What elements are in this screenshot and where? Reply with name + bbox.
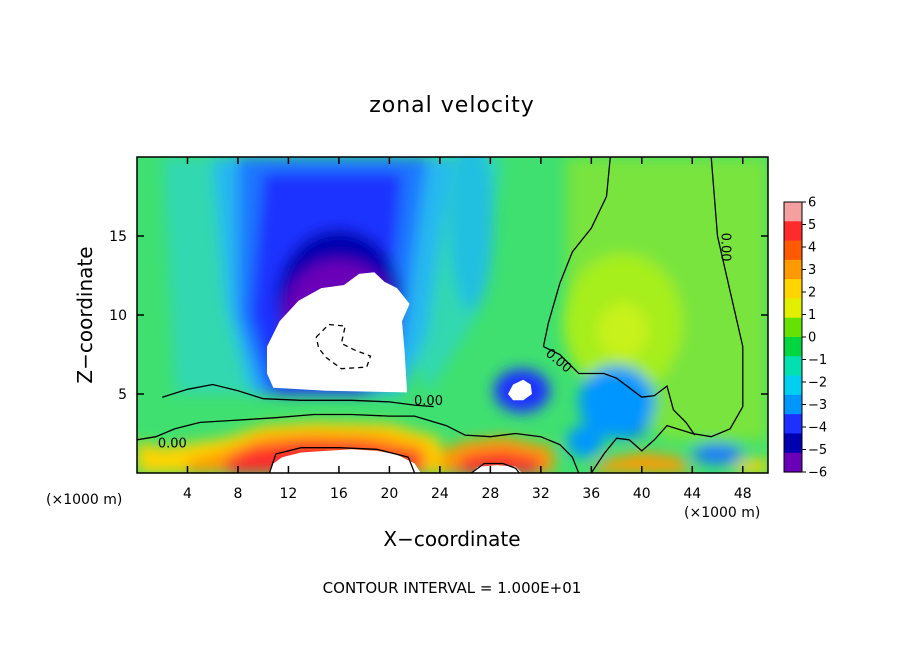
colorbar-tick-label: 6 — [808, 196, 816, 211]
colorbar-swatch — [784, 240, 802, 261]
x-tick-label: 32 — [532, 486, 550, 502]
contour-zero-mid — [543, 346, 696, 436]
field-pos-band-3 — [591, 452, 693, 473]
contour-label: 0.00 — [414, 394, 443, 409]
contour-interval-note: CONTOUR INTERVAL = 1.000E+01 — [323, 579, 582, 597]
colorbar-tick-label: −6 — [808, 466, 827, 481]
y-tick-label: 15 — [109, 229, 127, 245]
colorbar: 6 5 4 3 2 1 0 −1 −2 −3 −4 −5 −6 — [783, 196, 827, 481]
x-tick-label: 8 — [233, 486, 242, 502]
x-tick-label: 4 — [183, 486, 192, 502]
field-neg-blob-36 — [567, 425, 604, 458]
x-units-right: (×1000 m) — [684, 505, 760, 521]
colorbar-tick-label: 3 — [808, 263, 816, 278]
contour-zero-upper — [162, 383, 434, 408]
colorbar-swatch — [784, 259, 802, 280]
contour-zero-upper-left — [542, 157, 611, 347]
colorbar-swatch — [784, 375, 802, 396]
colorbar-swatch — [784, 356, 802, 377]
x-tick-label: 44 — [683, 486, 701, 502]
colorbar-swatch — [784, 317, 802, 338]
colorbar-tick-label: −4 — [808, 421, 827, 436]
field-neg-saturated-30 — [508, 379, 532, 401]
colorbar-tick-label: 0 — [808, 331, 816, 346]
plot-area — [137, 157, 768, 473]
colorbar-tick-label: −5 — [808, 443, 827, 458]
colorbar-tick-label: 5 — [808, 218, 816, 233]
colorbar-swatch — [784, 452, 802, 473]
field-neg-blob-46 — [692, 444, 743, 465]
colorbar-swatch — [784, 298, 802, 319]
y-axis: 5 10 15 — [109, 229, 768, 403]
x-tick-label: 24 — [431, 486, 449, 502]
colorbar-tick-label: −3 — [808, 398, 827, 413]
field-pos-saturated-2 — [471, 465, 522, 473]
contour-pos-inner-2 — [471, 462, 520, 473]
x-tick-label: 28 — [481, 486, 499, 502]
x-tick-label: 40 — [633, 486, 651, 502]
colorbar-tick-label: 1 — [808, 308, 816, 323]
chart-title: zonal velocity — [369, 93, 535, 118]
colorbar-tick-label: −2 — [808, 376, 827, 391]
colorbar-swatch — [784, 221, 802, 242]
field-neg-blob-39-halo — [578, 365, 655, 438]
contour-zero-lower — [137, 413, 580, 473]
colorbar-swatch — [784, 202, 802, 222]
x-axis-title: X−coordinate — [383, 527, 520, 551]
x-axis: 4 8 12 16 20 24 28 32 36 40 44 48 — [183, 157, 752, 502]
field-pos-band-4 — [730, 458, 768, 473]
field-pos-band-2-red — [452, 450, 541, 473]
colorbar-swatch — [784, 337, 802, 357]
colorbar-swatch — [784, 279, 802, 300]
contour-zero-right — [590, 157, 744, 473]
y-tick-label: 5 — [118, 387, 127, 403]
x-units-left: (×1000 m) — [46, 492, 122, 508]
contour-neg-dashed — [315, 323, 372, 370]
x-tick-label: 20 — [380, 486, 398, 502]
field-pos-saturated-core — [269, 449, 421, 473]
contour-label: 0.00 — [158, 437, 187, 452]
colorbar-swatch — [784, 394, 802, 415]
colorbar-tick-label: 2 — [808, 286, 816, 301]
contour-pos-inner — [268, 447, 416, 473]
colorbar-swatch — [784, 433, 802, 454]
contour-label: 0.00 — [717, 233, 732, 262]
colorbar-tick-label: −1 — [808, 353, 827, 368]
colorbar-tick-label: 4 — [808, 241, 816, 256]
field-neg-saturated-core — [267, 272, 410, 393]
x-tick-label: 48 — [734, 486, 752, 502]
x-tick-label: 12 — [280, 486, 298, 502]
colorbar-swatch — [784, 414, 802, 435]
field-cyan-streak — [449, 157, 494, 311]
field-positive-core — [597, 302, 648, 359]
x-tick-label: 16 — [330, 486, 348, 502]
y-tick-label: 10 — [109, 308, 127, 324]
y-axis-title: Z−coordinate — [73, 246, 97, 383]
x-tick-label: 36 — [582, 486, 600, 502]
